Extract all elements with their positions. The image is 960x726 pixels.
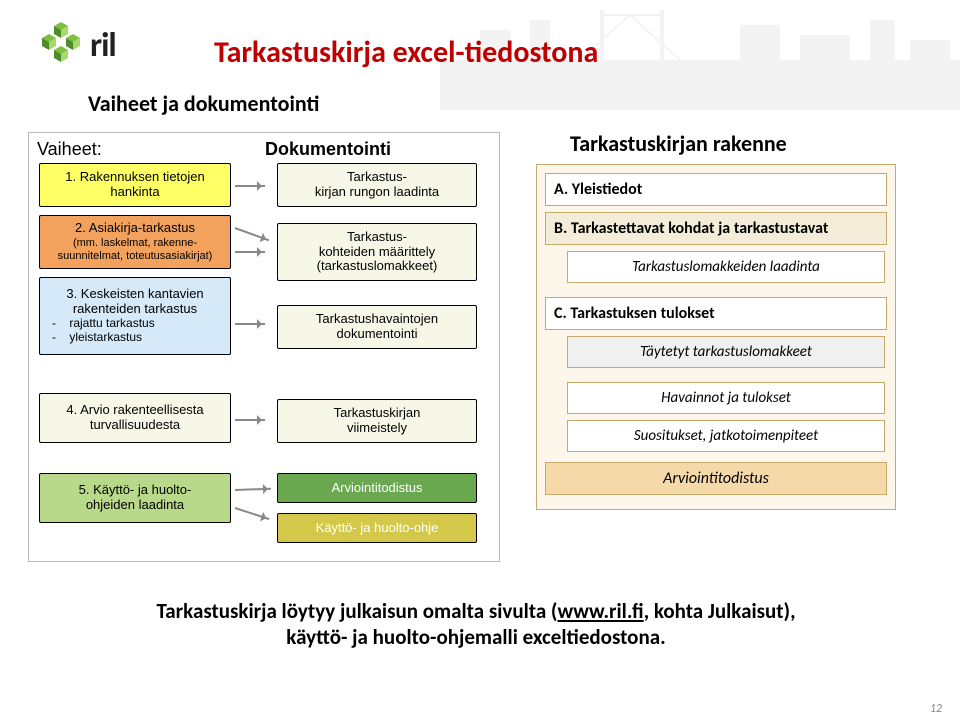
- caption-t1: Tarkastuskirja löytyy julkaisun omalta s…: [156, 598, 557, 624]
- phase-2-sub: (mm. laskelmat, rakenne-suunnitelmat, to…: [58, 237, 213, 262]
- doc-4-label: Tarkastuskirjanviimeistely: [334, 406, 421, 436]
- arrow-5a: [235, 488, 271, 491]
- logo-text: ril: [90, 25, 116, 66]
- caption-t2: , kohta Julkaisut),: [644, 598, 796, 624]
- header-dokumentointi: Dokumentointi: [265, 139, 391, 160]
- caption-link: www.ril.fi: [557, 598, 643, 624]
- caption: Tarkastuskirja löytyy julkaisun omalta s…: [126, 598, 826, 650]
- logo: ril: [38, 22, 116, 68]
- phase-1-label: 1. Rakennuksen tietojenhankinta: [65, 170, 204, 200]
- arrow-4: [235, 419, 265, 421]
- subtitle-right: Tarkastuskirjan rakenne: [570, 130, 787, 157]
- section-a: A. Yleistiedot: [545, 173, 887, 206]
- doc-2-label: Tarkastus-kohteiden määrittely(tarkastus…: [317, 230, 438, 275]
- arrow-3: [235, 323, 265, 325]
- arrow-2b: [235, 251, 265, 253]
- section-b-sub: Tarkastuslomakkeiden laadinta: [567, 251, 885, 283]
- doc-4: Tarkastuskirjanviimeistely: [277, 399, 477, 443]
- phase-2: 2. Asiakirja-tarkastus (mm. laskelmat, r…: [39, 215, 231, 269]
- phase-4: 4. Arvio rakenteellisestaturvallisuudest…: [39, 393, 231, 443]
- page-number: 12: [930, 702, 942, 716]
- phase-1: 1. Rakennuksen tietojenhankinta: [39, 163, 231, 207]
- phase-2-label: 2. Asiakirja-tarkastus: [75, 221, 195, 236]
- doc-1-label: Tarkastus-kirjan rungon laadinta: [315, 170, 439, 200]
- header-vaiheet: Vaiheet:: [37, 139, 102, 160]
- diagram-right: A. Yleistiedot B. Tarkastettavat kohdat …: [536, 164, 896, 510]
- phase-5-label: 5. Käyttö- ja huolto-ohjeiden laadinta: [79, 483, 192, 513]
- doc-5-cert: Arviointitodistus: [277, 473, 477, 503]
- section-c-sub3: Suositukset, jatkotoimenpiteet: [567, 420, 885, 452]
- logo-icon: [38, 22, 84, 68]
- phase-5: 5. Käyttö- ja huolto-ohjeiden laadinta: [39, 473, 231, 523]
- phase-3-li2: - yleistarkastus: [46, 331, 224, 345]
- section-c: C. Tarkastuksen tulokset: [545, 297, 887, 330]
- doc-1: Tarkastus-kirjan rungon laadinta: [277, 163, 477, 207]
- arrow-5b: [235, 507, 270, 520]
- phase-4-label: 4. Arvio rakenteellisestaturvallisuudest…: [66, 403, 203, 433]
- phase-3-label: 3. Keskeisten kantavienrakenteiden tarka…: [66, 287, 203, 317]
- section-cert: Arviointitodistus: [545, 462, 887, 495]
- doc-3-label: Tarkastushavaintojendokumentointi: [316, 312, 438, 342]
- caption-t3: käyttö- ja huolto-ohjemalli exceltiedost…: [286, 624, 665, 650]
- doc-6-label: Käyttö- ja huolto-ohje: [316, 521, 439, 536]
- doc-2: Tarkastus-kohteiden määrittely(tarkastus…: [277, 223, 477, 281]
- diagram-left: Vaiheet: Dokumentointi 1. Rakennuksen ti…: [28, 132, 500, 562]
- arrow-1: [235, 185, 265, 187]
- doc-6-kho: Käyttö- ja huolto-ohje: [277, 513, 477, 543]
- doc-3: Tarkastushavaintojendokumentointi: [277, 305, 477, 349]
- phase-3-li1: - rajattu tarkastus: [46, 317, 224, 331]
- phase-3: 3. Keskeisten kantavienrakenteiden tarka…: [39, 277, 231, 355]
- page-title: Tarkastuskirja excel-tiedostona: [214, 34, 598, 71]
- doc-5-label: Arviointitodistus: [331, 481, 422, 496]
- section-b: B. Tarkastettavat kohdat ja tarkastustav…: [545, 212, 887, 245]
- subtitle-left: Vaiheet ja dokumentointi: [88, 90, 319, 117]
- section-c-sub2: Havainnot ja tulokset: [567, 382, 885, 414]
- section-c-sub1: Täytetyt tarkastuslomakkeet: [567, 336, 885, 368]
- arrow-2a: [235, 227, 270, 241]
